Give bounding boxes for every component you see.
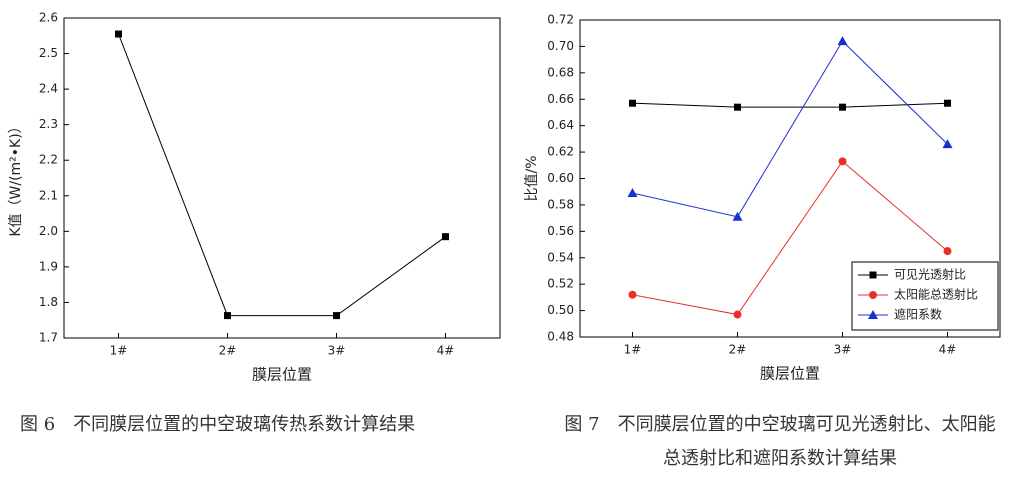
marker [942, 139, 953, 149]
y-tick-label: 1.8 [39, 295, 58, 309]
y-tick-label: 0.72 [547, 13, 574, 27]
marker [839, 103, 846, 111]
x-tick-label: 2# [729, 343, 747, 357]
marker [442, 233, 449, 241]
y-tick-label: 0.48 [547, 330, 574, 344]
marker [628, 290, 637, 299]
y-tick-label: 2.6 [39, 11, 58, 25]
marker [224, 312, 231, 320]
marker [943, 247, 952, 256]
y-tick-label: 0.58 [547, 197, 574, 211]
marker [837, 36, 848, 46]
y-axis-label: K值（W/(m²•K)） [8, 119, 24, 236]
marker [944, 99, 951, 107]
x-tick-label: 3# [328, 344, 346, 358]
y-tick-label: 2.3 [39, 117, 58, 131]
y-tick-label: 0.62 [547, 145, 574, 159]
marker [838, 157, 847, 166]
y-axis-label: 比值/% [524, 155, 540, 201]
caption: 图 6 不同膜层位置的中空玻璃传热系数计算结果 [20, 414, 416, 435]
marker [333, 312, 340, 320]
series-line [118, 33, 446, 317]
x-tick-label: 2# [219, 344, 237, 358]
y-tick-label: 2.2 [39, 153, 58, 167]
legend-marker [869, 291, 877, 299]
marker [629, 99, 636, 107]
y-tick-label: 0.66 [547, 92, 574, 106]
y-tick-label: 0.70 [547, 39, 574, 53]
x-tick-label: 3# [834, 343, 852, 357]
y-tick-label: 0.64 [547, 118, 574, 132]
y-tick-label: 0.68 [547, 65, 574, 79]
y-tick-label: 0.52 [547, 277, 574, 291]
y-tick-label: 2.0 [39, 224, 58, 238]
y-tick-label: 1.9 [39, 259, 58, 273]
legend-marker [868, 310, 878, 319]
x-tick-label: 4# [437, 344, 455, 358]
y-tick-label: 0.54 [547, 250, 574, 264]
legend-label: 太阳能总透射比 [894, 287, 978, 302]
marker [734, 103, 741, 111]
series-line [632, 102, 948, 108]
y-tick-label: 0.50 [547, 303, 574, 317]
x-axis-label: 膜层位置 [760, 365, 820, 383]
y-tick-label: 2.5 [39, 46, 58, 60]
series-line [632, 40, 948, 218]
y-tick-label: 1.7 [39, 331, 58, 345]
x-tick-label: 1# [624, 343, 642, 357]
y-tick-label: 2.4 [39, 82, 58, 96]
series-line [632, 160, 948, 316]
legend-label: 遮阳系数 [894, 307, 942, 322]
legend-marker [869, 271, 877, 279]
y-tick-label: 0.56 [547, 224, 574, 238]
charts: 1.7 1.8 1.9 2.0 2.1 2.2 2.3 2.4 2.5 2.6 1# 2# 3# 4# 膜层… [8, 11, 1001, 384]
y-tick-label: 0.60 [547, 171, 574, 185]
marker [115, 30, 122, 38]
x-tick-label: 4# [939, 343, 957, 357]
legend-label: 可见光透射比 [894, 267, 966, 282]
x-tick-label: 1# [110, 344, 128, 358]
marker [733, 310, 742, 319]
marker [627, 188, 638, 198]
x-axis-label: 膜层位置 [252, 366, 312, 384]
marker [732, 211, 743, 221]
y-tick-label: 2.1 [39, 188, 58, 202]
plot-frame [63, 17, 501, 339]
caption: 图 7 不同膜层位置的中空玻璃可见光透射比、太阳能总透射比和遮阳系数计算结果 [564, 414, 996, 469]
